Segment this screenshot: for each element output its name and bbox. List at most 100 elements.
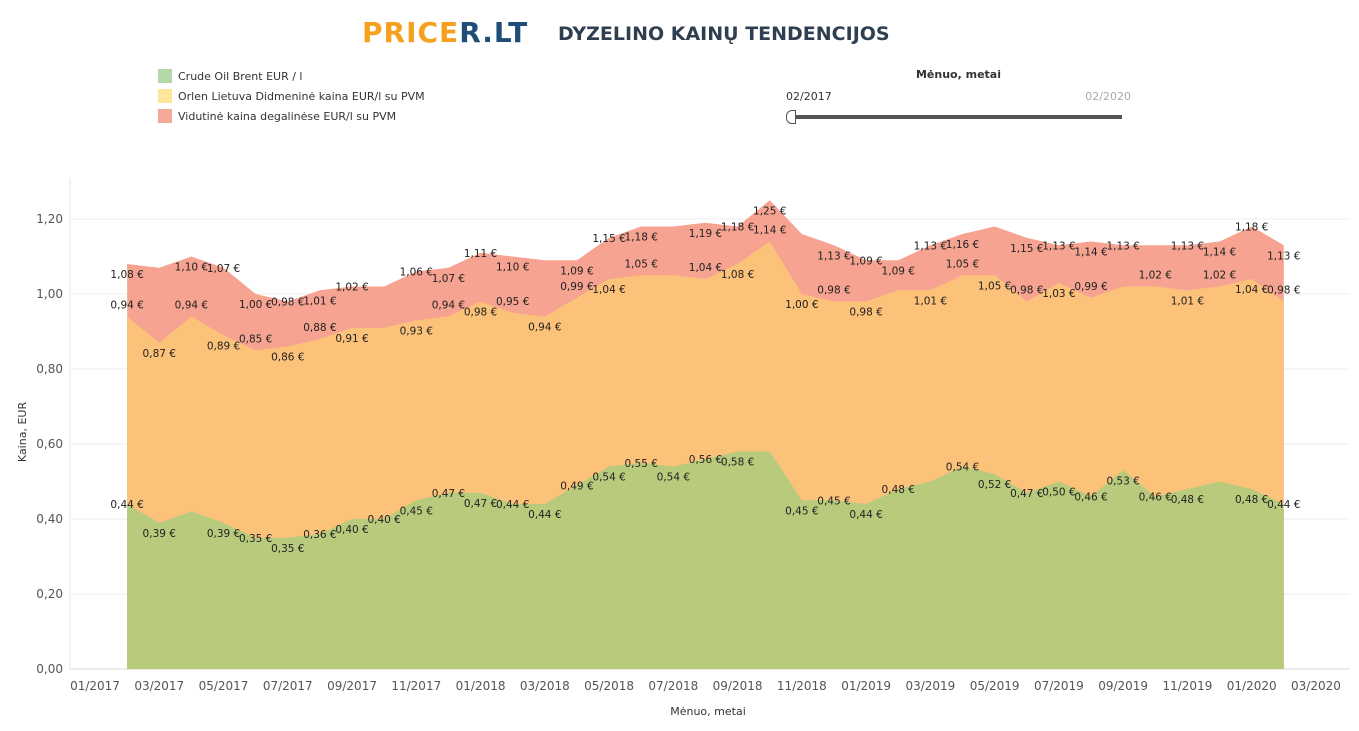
label-brent: 0,39 € bbox=[143, 528, 176, 540]
x-tick-label: 03/2019 bbox=[905, 679, 955, 693]
label-brent: 0,44 € bbox=[110, 499, 143, 511]
y-tick-label: 0,00 bbox=[36, 662, 63, 676]
label-orlen: 0,98 € bbox=[849, 307, 882, 319]
label-orlen: 0,95 € bbox=[496, 296, 529, 308]
label-brent: 0,40 € bbox=[367, 514, 400, 526]
x-tick-label: 01/2019 bbox=[841, 679, 891, 693]
y-tick-label: 0,80 bbox=[36, 362, 63, 376]
label-brent: 0,46 € bbox=[1074, 492, 1107, 504]
y-tick-label: 1,00 bbox=[36, 287, 63, 301]
label-orlen: 0,91 € bbox=[335, 333, 368, 345]
label-average: 1,11 € bbox=[464, 248, 497, 260]
page-title: DYZELINO KAINŲ TENDENCIJOS bbox=[558, 23, 890, 45]
label-average: 1,08 € bbox=[110, 269, 143, 281]
label-average: 1,13 € bbox=[1267, 250, 1300, 262]
label-average: 1,19 € bbox=[689, 228, 722, 240]
label-brent: 0,54 € bbox=[592, 472, 625, 484]
label-orlen: 1,14 € bbox=[753, 225, 786, 237]
label-orlen: 1,00 € bbox=[785, 299, 818, 311]
label-average: 1,07 € bbox=[207, 263, 240, 275]
x-tick-label: 05/2018 bbox=[584, 679, 634, 693]
label-average: 1,15 € bbox=[1010, 243, 1043, 255]
label-orlen: 1,05 € bbox=[625, 258, 658, 270]
label-average: 1,15 € bbox=[592, 233, 625, 245]
label-orlen: 0,98 € bbox=[1010, 285, 1043, 297]
label-brent: 0,56 € bbox=[689, 454, 722, 466]
date-range-slider: Mėnuo, metai 02/2017 02/2020 bbox=[786, 68, 1131, 128]
label-average: 1,16 € bbox=[946, 239, 979, 251]
legend-item-orlen[interactable]: Orlen Lietuva Didmeninė kaina EUR/l su P… bbox=[158, 86, 425, 106]
x-tick-label: 03/2018 bbox=[520, 679, 570, 693]
label-average: 1,09 € bbox=[882, 265, 915, 277]
x-tick-label: 09/2017 bbox=[327, 679, 377, 693]
label-brent: 0,58 € bbox=[721, 457, 754, 469]
slider-handle[interactable] bbox=[786, 110, 796, 124]
label-orlen: 1,01 € bbox=[914, 295, 947, 307]
label-orlen: 0,98 € bbox=[1267, 285, 1300, 297]
x-tick-label: 03/2017 bbox=[134, 679, 184, 693]
x-axis-title: Mėnuo, metai bbox=[670, 705, 746, 718]
label-brent: 0,54 € bbox=[657, 472, 690, 484]
y-tick-label: 1,20 bbox=[36, 212, 63, 226]
legend: Crude Oil Brent EUR / l Orlen Lietuva Di… bbox=[158, 66, 425, 126]
label-orlen: 1,05 € bbox=[978, 280, 1011, 292]
label-brent: 0,39 € bbox=[207, 528, 240, 540]
label-brent: 0,35 € bbox=[271, 543, 304, 555]
label-orlen: 0,99 € bbox=[1074, 281, 1107, 293]
legend-item-brent[interactable]: Crude Oil Brent EUR / l bbox=[158, 66, 425, 86]
label-average: 1,00 € bbox=[239, 299, 272, 311]
label-brent: 0,35 € bbox=[239, 533, 272, 545]
slider-track[interactable] bbox=[790, 115, 1122, 119]
label-average: 1,18 € bbox=[625, 232, 658, 244]
label-brent: 0,44 € bbox=[528, 509, 561, 521]
label-average: 1,01 € bbox=[303, 295, 336, 307]
label-brent: 0,47 € bbox=[432, 488, 465, 500]
y-tick-label: 0,40 bbox=[36, 512, 63, 526]
label-average: 1,18 € bbox=[721, 222, 754, 234]
label-average: 1,13 € bbox=[1042, 240, 1075, 252]
label-orlen: 0,89 € bbox=[207, 340, 240, 352]
label-brent: 0,44 € bbox=[1267, 499, 1300, 511]
label-brent: 0,50 € bbox=[1042, 487, 1075, 499]
legend-label-orlen: Orlen Lietuva Didmeninė kaina EUR/l su P… bbox=[178, 89, 425, 103]
legend-item-average[interactable]: Vidutinė kaina degalinėse EUR/l su PVM bbox=[158, 106, 425, 126]
label-orlen: 0,85 € bbox=[239, 333, 272, 345]
label-average: 1,14 € bbox=[1203, 247, 1236, 259]
y-tick-label: 0,20 bbox=[36, 587, 63, 601]
label-brent: 0,47 € bbox=[464, 498, 497, 510]
label-orlen: 0,86 € bbox=[271, 352, 304, 364]
label-orlen: 1,01 € bbox=[1171, 295, 1204, 307]
label-brent: 0,53 € bbox=[1106, 475, 1139, 487]
area-brent bbox=[127, 451, 1284, 669]
x-tick-label: 05/2017 bbox=[199, 679, 249, 693]
x-tick-label: 11/2019 bbox=[1162, 679, 1212, 693]
label-orlen: 0,98 € bbox=[464, 307, 497, 319]
label-brent: 0,45 € bbox=[400, 505, 433, 517]
x-tick-label: 01/2018 bbox=[456, 679, 506, 693]
x-tick-label: 07/2017 bbox=[263, 679, 313, 693]
label-brent: 0,36 € bbox=[303, 529, 336, 541]
x-tick-label: 01/2017 bbox=[70, 679, 120, 693]
x-tick-label: 05/2019 bbox=[970, 679, 1020, 693]
label-orlen: 0,94 € bbox=[175, 300, 208, 312]
x-tick-label: 07/2018 bbox=[648, 679, 698, 693]
label-brent: 0,49 € bbox=[560, 480, 593, 492]
label-brent: 0,54 € bbox=[946, 462, 979, 474]
label-brent: 0,52 € bbox=[978, 479, 1011, 491]
y-axis-title: Kaina, EUR bbox=[16, 402, 29, 463]
x-tick-label: 09/2019 bbox=[1098, 679, 1148, 693]
slider-min-label: 02/2017 bbox=[786, 90, 832, 103]
label-average: 1,14 € bbox=[1074, 247, 1107, 259]
pricer-logo[interactable]: PRICER.LT bbox=[362, 18, 528, 48]
legend-swatch-orlen bbox=[158, 89, 172, 103]
label-orlen: 1,03 € bbox=[1042, 288, 1075, 300]
label-average: 1,18 € bbox=[1235, 222, 1268, 234]
label-brent: 0,47 € bbox=[1010, 488, 1043, 500]
label-orlen: 1,05 € bbox=[946, 258, 979, 270]
label-orlen: 1,04 € bbox=[592, 284, 625, 296]
label-average: 0,98 € bbox=[271, 297, 304, 309]
label-orlen: 0,99 € bbox=[560, 281, 593, 293]
x-tick-label: 07/2019 bbox=[1034, 679, 1084, 693]
label-brent: 0,45 € bbox=[785, 505, 818, 517]
label-brent: 0,48 € bbox=[1235, 494, 1268, 506]
